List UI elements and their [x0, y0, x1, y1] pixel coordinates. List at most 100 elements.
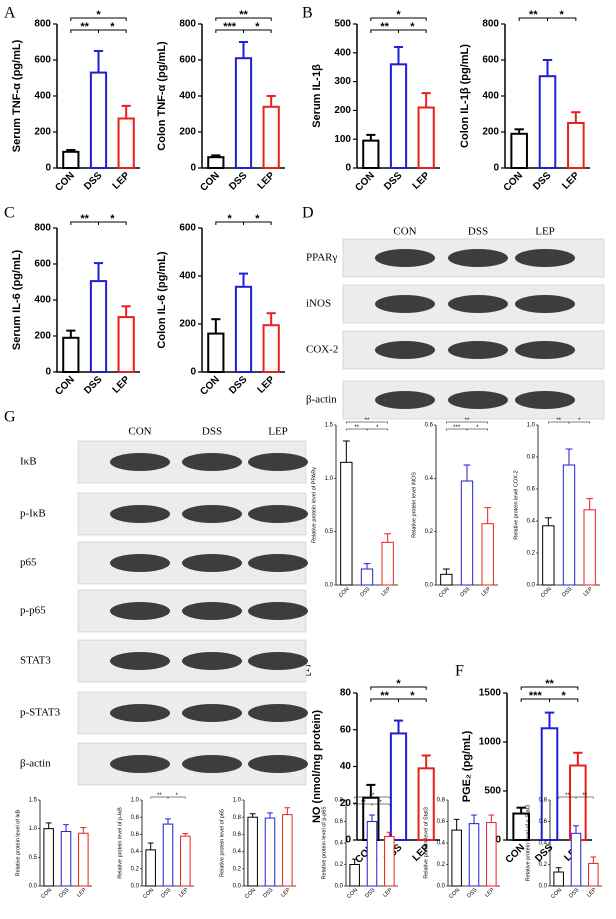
significance-bracket [243, 29, 272, 33]
blot-band [448, 249, 508, 267]
blot-band [448, 341, 508, 359]
significance-label: ** [565, 793, 570, 799]
bar [389, 63, 408, 169]
significance-label: *** [529, 690, 543, 702]
y-tick-label: 800 [482, 19, 499, 30]
bar [362, 139, 380, 169]
y-tick-label: 0 [493, 163, 499, 174]
y-tick-label: 0 [345, 163, 351, 174]
bar [247, 816, 258, 887]
blot-band [248, 755, 308, 773]
y-tick-label: 0 [495, 835, 501, 846]
y-tick-label: 0.6 [131, 832, 140, 838]
blot-band [248, 704, 308, 722]
row-label: p-IκB [20, 508, 46, 520]
significance-bracket [446, 421, 488, 424]
blot-band [248, 554, 308, 572]
blot-band [248, 505, 308, 523]
y-tick-label: 200 [34, 127, 51, 138]
significance-label: * [376, 425, 379, 431]
panel-label: F [455, 663, 464, 680]
y-tick-label: 0.8 [527, 455, 536, 461]
y-tick-label: 400 [482, 91, 499, 102]
y-tick-label: 200 [334, 105, 351, 116]
blot-band [515, 295, 575, 313]
y-tick-label: 400 [179, 271, 196, 282]
significance-label: *** [453, 425, 461, 431]
row-label: p-STAT3 [20, 707, 61, 719]
y-tick-label: 1.0 [131, 798, 140, 804]
significance-label: * [255, 213, 260, 225]
blot-band [375, 341, 435, 359]
y-axis-label: Relative protein level of Stat3 [423, 807, 429, 879]
y-tick-label: 0.4 [539, 841, 548, 847]
significance-bracket [354, 796, 390, 799]
bar [562, 464, 576, 586]
bar [180, 835, 191, 887]
significance-label: ** [370, 793, 375, 799]
significance-bracket [215, 17, 272, 21]
significance-label: * [96, 9, 101, 21]
y-axis-label: Colon IL-6 (pg/mL) [156, 251, 168, 348]
x-tick-label: LEP [178, 887, 190, 899]
y-tick-label: 800 [34, 223, 51, 234]
y-tick-label: 0.2 [335, 862, 344, 868]
significance-bracket [167, 796, 186, 799]
y-tick-label: 0.6 [437, 819, 446, 825]
bar [567, 122, 585, 169]
y-tick-label: 0 [190, 367, 196, 378]
lane-label: CON [128, 426, 151, 438]
x-tick-label: LEP [382, 887, 394, 899]
bar [89, 280, 108, 374]
bar [117, 117, 135, 169]
significance-bracket [547, 17, 577, 21]
significance-label: ** [465, 418, 470, 424]
blot-band [182, 755, 242, 773]
significance-label: ** [380, 21, 389, 33]
significance-label: ** [80, 213, 89, 225]
y-tick-label: 300 [334, 76, 351, 87]
y-tick-label: 0 [190, 163, 196, 174]
y-tick-label: 0.6 [527, 487, 536, 493]
bar [481, 523, 494, 586]
lane-label: DSS [468, 226, 488, 238]
panel-label: C [4, 205, 15, 222]
row-label: p-p65 [20, 605, 46, 617]
blot-band [248, 652, 308, 670]
bar [588, 862, 599, 887]
blot-band [448, 391, 508, 409]
x-tick-label: LEP [583, 586, 595, 598]
y-tick-label: 0.0 [425, 583, 434, 589]
y-tick-label: 0.0 [527, 583, 536, 589]
y-tick-label: 1.5 [29, 798, 38, 804]
significance-label: * [578, 418, 581, 424]
y-tick-label: 0.2 [131, 866, 140, 872]
lane-label: LEP [268, 426, 288, 438]
y-tick-label: 0.0 [335, 884, 344, 890]
blot-band [110, 602, 170, 620]
y-tick-label: 1.0 [527, 423, 536, 429]
y-tick-label: 0.2 [527, 551, 536, 557]
y-axis-label: Relative protein level of p65 [219, 809, 225, 877]
y-tick-label: 0 [45, 163, 51, 174]
x-tick-label: LEP [484, 887, 496, 899]
blot-band [515, 341, 575, 359]
bar [78, 832, 89, 887]
significance-label: ** [556, 418, 561, 424]
significance-label: ** [365, 418, 370, 424]
y-tick-label: 600 [34, 55, 51, 66]
bar [486, 822, 497, 887]
y-tick-label: 600 [179, 55, 196, 66]
y-axis-label: NO (nmol/mg protein) [311, 710, 323, 823]
y-tick-label: 80 [340, 688, 352, 699]
y-tick-label: 1.0 [29, 826, 38, 832]
row-label: COX-2 [306, 344, 338, 356]
significance-label: ** [354, 425, 359, 431]
x-tick-label: LEP [586, 887, 598, 899]
x-tick-label: LEP [76, 887, 88, 899]
y-tick-label: 400 [34, 295, 51, 306]
y-tick-label: 0.2 [539, 862, 548, 868]
significance-label: ** [361, 800, 366, 806]
significance-label: * [560, 9, 565, 21]
